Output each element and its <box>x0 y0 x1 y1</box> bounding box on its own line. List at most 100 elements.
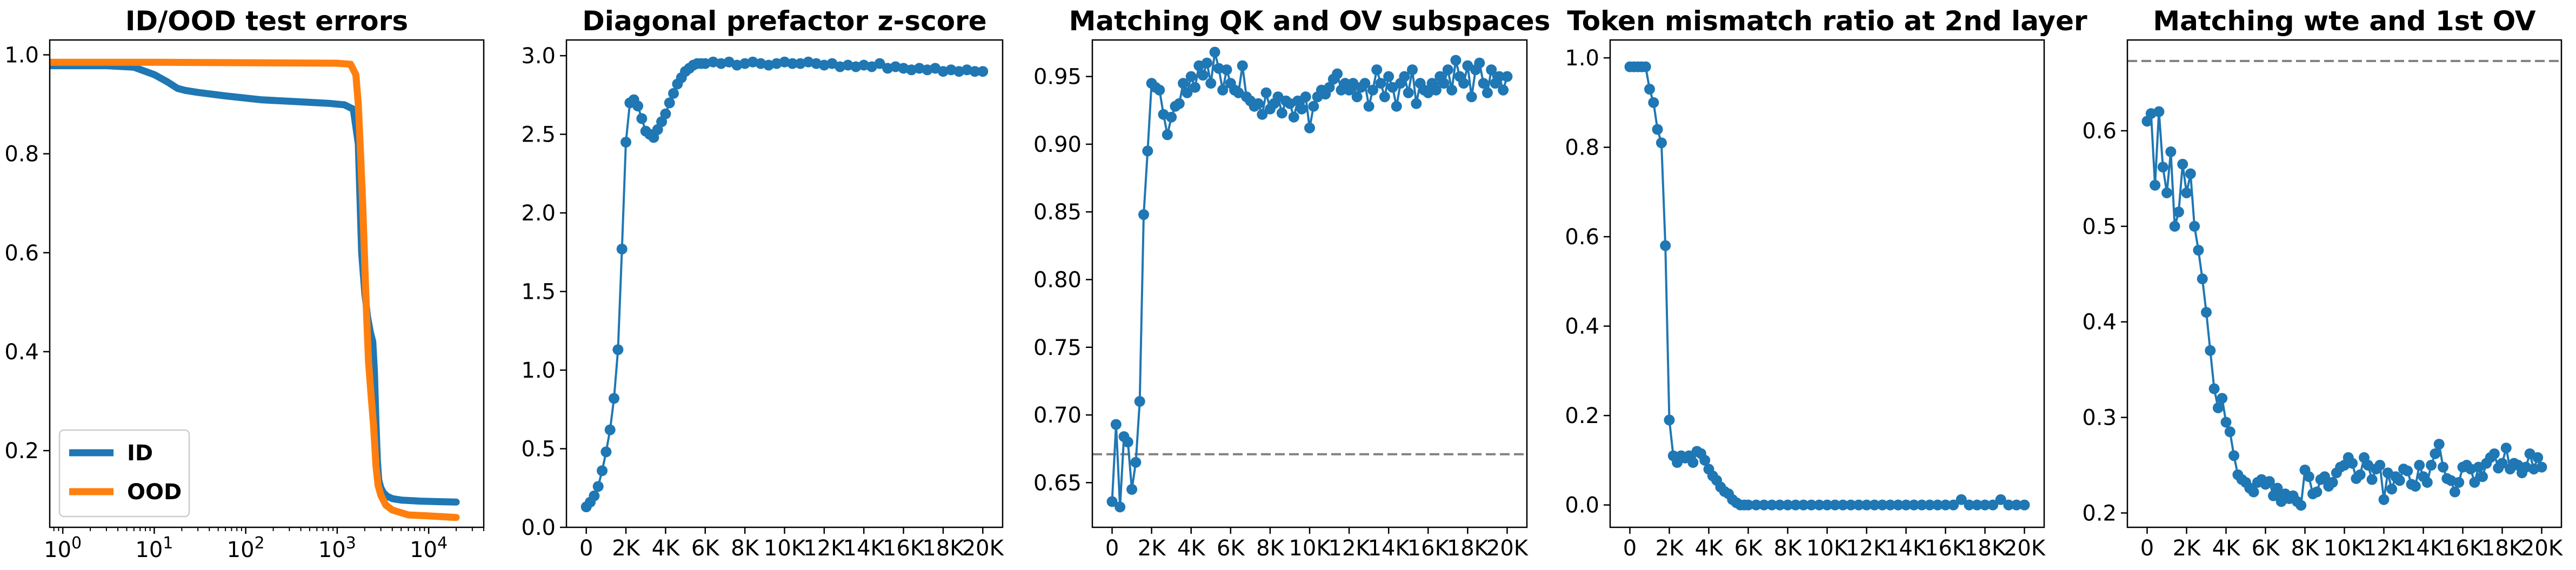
y-tick-label: 0.8 <box>4 142 39 167</box>
data-point <box>2477 471 2488 482</box>
data-point <box>589 490 600 501</box>
data-point <box>2272 482 2283 494</box>
x-tick-exponent: 3 <box>346 534 356 553</box>
data-point <box>1173 98 1185 109</box>
data-point <box>1209 46 1220 58</box>
data-point <box>2354 469 2366 480</box>
data-point <box>597 465 608 477</box>
data-point <box>2228 450 2240 461</box>
data-point <box>1110 419 1122 430</box>
x-tick-base: 10 <box>44 538 71 562</box>
data-point <box>2197 273 2208 285</box>
data-point <box>977 66 989 77</box>
x-tick-label: 0 <box>1623 536 1637 561</box>
data-point <box>2421 477 2433 488</box>
x-tick-base: 10 <box>227 538 255 562</box>
y-tick-label: 0.0 <box>521 515 556 540</box>
y-tick-label: 0.5 <box>2082 214 2117 239</box>
data-point <box>2011 499 2022 511</box>
data-point <box>2430 448 2441 459</box>
data-point <box>1956 494 1967 505</box>
data-point <box>2153 106 2165 117</box>
x-tick-label: 14K <box>843 536 886 561</box>
x-tick-label: 16K <box>1925 536 1967 561</box>
data-point <box>620 137 632 148</box>
data-point <box>2169 220 2180 232</box>
data-point <box>592 481 604 492</box>
data-point <box>1790 499 1801 511</box>
y-tick-label: 1.0 <box>1565 46 1599 71</box>
data-point <box>1644 84 1655 95</box>
data-point <box>2224 426 2235 438</box>
data-point <box>1217 84 1229 96</box>
data-point <box>1481 87 1493 98</box>
data-point <box>2347 458 2358 469</box>
data-point <box>1798 499 1809 511</box>
data-point <box>1501 71 1513 82</box>
x-tick-label: 104 <box>410 534 448 562</box>
data-point <box>1221 64 1232 76</box>
data-point <box>616 243 628 254</box>
x-tick-label: 20K <box>962 536 1005 561</box>
y-tick-label: 0.2 <box>4 439 39 464</box>
data-point <box>1122 437 1133 448</box>
x-tick-label: 12K <box>2363 536 2406 561</box>
data-point <box>1458 78 1470 89</box>
data-point <box>1324 82 1335 93</box>
data-point <box>1197 70 1209 81</box>
x-tick-label: 16K <box>883 536 925 561</box>
data-point <box>1474 57 1485 69</box>
x-tick-label: 12K <box>1846 536 1888 561</box>
y-tick-label: 0.80 <box>1033 267 1082 292</box>
data-point <box>1134 395 1145 407</box>
x-tick-label: 6K <box>2252 536 2280 561</box>
y-tick-label: 0.2 <box>1565 404 1599 428</box>
y-tick-label: 0.3 <box>2082 406 2117 431</box>
data-point <box>632 100 644 112</box>
data-point <box>600 446 612 458</box>
data-point <box>2181 187 2192 198</box>
x-tick-label: 4K <box>652 536 680 561</box>
x-tick-label: 8K <box>731 536 759 561</box>
data-point <box>2165 146 2177 157</box>
data-point <box>1660 240 1671 251</box>
x-tick-label: 14K <box>1368 536 1411 561</box>
data-point <box>1138 209 1150 220</box>
data-point <box>874 58 885 69</box>
data-point <box>2264 476 2275 487</box>
data-point <box>1300 91 1311 103</box>
data-point <box>1359 78 1371 89</box>
data-point <box>2248 486 2259 498</box>
x-tick-base: 10 <box>318 538 346 562</box>
data-point <box>1885 499 1896 511</box>
data-point <box>1766 499 1778 511</box>
data-point <box>2532 452 2544 463</box>
plot-area <box>2141 106 2547 511</box>
data-point <box>1830 499 1841 511</box>
data-point <box>668 88 679 99</box>
y-tick-label: 0.8 <box>1565 136 1599 160</box>
y-tick-label: 1.5 <box>521 280 556 305</box>
x-tick-exponent: 1 <box>163 534 173 553</box>
data-point <box>1900 499 1912 511</box>
data-point <box>1932 499 1943 511</box>
x-tick-label: 20K <box>2521 536 2564 561</box>
data-point <box>1948 499 1959 511</box>
data-point <box>1237 60 1248 71</box>
plot-area <box>1106 46 1513 513</box>
y-tick-label: 0.6 <box>1565 225 1599 250</box>
data-point <box>1892 499 1904 511</box>
y-tick-label: 0.70 <box>1033 403 1082 428</box>
data-point <box>660 108 671 119</box>
data-point <box>1399 71 1410 82</box>
data-point <box>2414 460 2425 471</box>
data-point <box>1375 78 1386 89</box>
panel-matching-wte-1st-ov: Matching wte and 1st OV0.20.30.40.50.60 2… <box>2082 5 2563 561</box>
data-point <box>2469 477 2480 488</box>
x-tick-label: 100 <box>44 534 82 562</box>
data-point <box>612 344 624 356</box>
x-tick-label: 2K <box>612 536 640 561</box>
y-tick-label: 0.5 <box>521 437 556 462</box>
data-point <box>1363 100 1374 112</box>
